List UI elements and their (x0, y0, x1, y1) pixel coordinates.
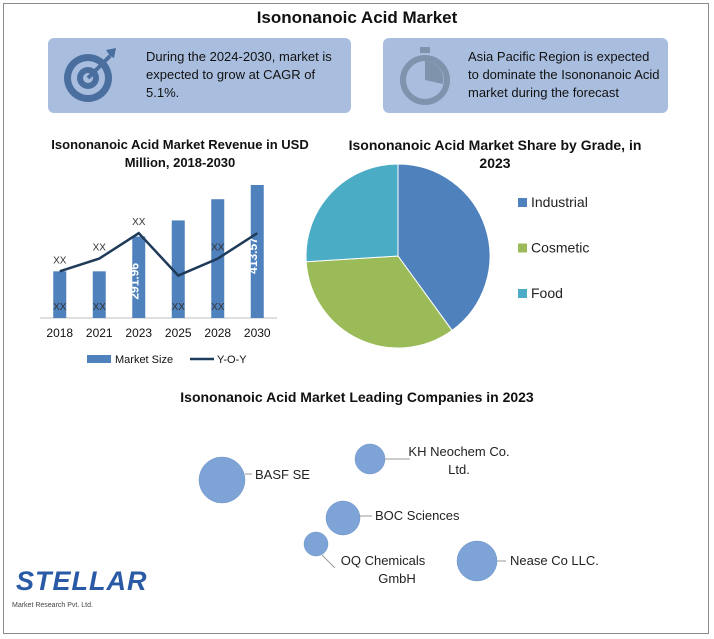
line-label-2028: XX (211, 243, 225, 254)
bar-label-2028: XX (211, 302, 225, 313)
company-bubble-nease-co-llc (456, 540, 498, 582)
x-tick-2028: 2028 (204, 326, 231, 340)
pie-slice-industrial (397, 163, 491, 332)
bar-2023 (132, 236, 146, 318)
bar-label-2021: XX (93, 302, 107, 313)
legend-swatch-industrial (518, 198, 527, 207)
company-bubble-boc-sciences (325, 500, 361, 536)
x-tick-2018: 2018 (46, 326, 73, 340)
pie-slice-cosmetic (305, 255, 453, 349)
bar-label-2030: 413.57 (246, 237, 260, 274)
company-label-oq-chemicals-gmbh: OQ Chemicals GmbH (341, 553, 426, 586)
x-tick-2021: 2021 (86, 326, 113, 340)
company-bubble-kh-neochem-co-ltd (354, 443, 386, 475)
company-bubble-oq-chemicals-gmbh (303, 531, 329, 557)
company-label-boc-sciences-line-1: BOC Sciences (375, 508, 460, 523)
company-label-nease-co-llc-line-1: Nease Co LLC. (510, 553, 599, 568)
stopwatch-icon (400, 47, 450, 105)
callout-region-text: Asia Pacific Region is expected to domin… (468, 49, 660, 100)
company-label-kh-neochem-co-ltd: KH Neochem Co. Ltd. (408, 444, 509, 477)
line-label-2018: XX (53, 255, 67, 266)
callout-cagr: During the 2024-2030, market is expected… (48, 38, 351, 113)
legend-label-industrial: Industrial (531, 194, 588, 210)
bar-2021 (92, 271, 106, 318)
company-label-basf-se: BASF SE (255, 467, 310, 482)
line-label-2021: XX (93, 243, 107, 254)
target-icon (64, 48, 116, 102)
brand-subtitle: Market Research Pvt. Ltd. (12, 602, 93, 609)
company-label-boc-sciences: BOC Sciences (375, 508, 460, 523)
callout-cagr-text: During the 2024-2030, market is expected… (146, 49, 332, 100)
company-label-basf-se-line-1: BASF SE (255, 467, 310, 482)
legend-label-food: Food (531, 285, 563, 301)
pie-chart-title: Isononanoic Acid Market Share by Grade, … (348, 137, 642, 171)
brand-name: STELLAR (16, 566, 148, 596)
legend-swatch-market-size (87, 355, 111, 363)
bar-label-2023: 291.96 (128, 263, 142, 300)
legend-label-market-size: Market Size (115, 354, 173, 366)
brand-logo: STELLAR Market Research Pvt. Ltd. (12, 566, 152, 616)
leader-line-oq-chemicals-gmbh (321, 554, 336, 569)
bar-2030 (250, 184, 264, 318)
company-bubble-basf-se (198, 456, 246, 504)
bar-chart-title: Isononanoic Acid Market Revenue in USD M… (51, 137, 309, 170)
bar-2018 (53, 271, 67, 318)
legend-swatch-food (518, 289, 527, 298)
page-title: Isononanoic Acid Market (256, 8, 458, 27)
company-label-oq-chemicals-gmbh-line-2: GmbH (378, 571, 416, 586)
pie-slice-food (305, 163, 399, 263)
legend-swatch-cosmetic (518, 243, 527, 253)
x-tick-2025: 2025 (165, 326, 192, 340)
bar-2025 (171, 220, 185, 318)
x-tick-2030: 2030 (244, 326, 271, 340)
x-tick-2023: 2023 (125, 326, 152, 340)
company-label-nease-co-llc: Nease Co LLC. (510, 553, 599, 568)
line-label-2023: XX (132, 217, 146, 228)
bar-label-2018: XX (53, 302, 67, 313)
company-label-oq-chemicals-gmbh-line-1: OQ Chemicals (341, 553, 426, 568)
yoy-line (59, 231, 258, 278)
callout-region: Asia Pacific Region is expected to domin… (383, 38, 668, 113)
legend-label-cosmetic: Cosmetic (531, 240, 589, 256)
company-label-kh-neochem-co-ltd-line-1: KH Neochem Co. (408, 444, 509, 459)
leading-companies-title: Isononanoic Acid Market Leading Companie… (180, 389, 534, 405)
bar-label-2025: XX (172, 302, 186, 313)
company-label-kh-neochem-co-ltd-line-2: Ltd. (448, 462, 470, 477)
legend-label-yoy: Y-O-Y (217, 354, 247, 366)
frame (3, 3, 709, 634)
